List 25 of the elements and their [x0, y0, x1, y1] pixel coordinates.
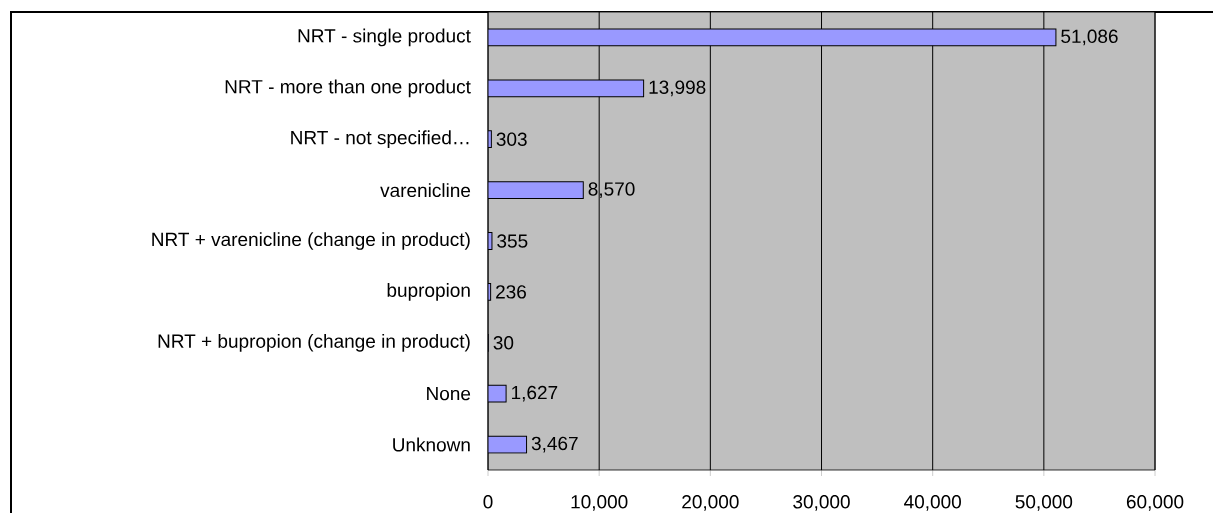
y-tick-label: bupropion	[387, 283, 470, 301]
x-tick-label: 30,000	[793, 495, 850, 511]
y-tick-label: NRT - more than one product	[225, 79, 471, 98]
x-tick-label: 50,000	[1015, 495, 1073, 511]
data-label: 30	[493, 336, 514, 350]
data-label: 3,467	[531, 436, 578, 453]
y-tick-label: None	[427, 387, 471, 401]
y-tick-label: NRT + bupropion (change in product)	[158, 333, 470, 352]
bar	[488, 181, 584, 200]
y-tick-label: NRT - single product	[298, 28, 471, 47]
x-tick-label: 10,000	[571, 495, 628, 511]
data-label: 303	[496, 132, 527, 146]
data-label: 13,998	[649, 80, 706, 97]
x-tick-label: 0	[483, 495, 493, 509]
data-label: 51,086	[1061, 29, 1118, 46]
y-tick-label: NRT + varenicline (change in product)	[152, 232, 470, 250]
x-tick-label: 40,000	[904, 495, 961, 511]
x-tick-label: 20,000	[682, 495, 739, 511]
y-tick-label: Unknown	[393, 437, 470, 452]
y-tick-label: varenicline	[380, 183, 471, 198]
x-tick-label: 60,000	[1126, 495, 1184, 511]
data-label: 1,627	[512, 385, 558, 402]
data-label: 236	[496, 285, 526, 299]
data-label: 355	[497, 234, 528, 248]
y-tick-label: NRT - not specified…	[291, 130, 469, 149]
